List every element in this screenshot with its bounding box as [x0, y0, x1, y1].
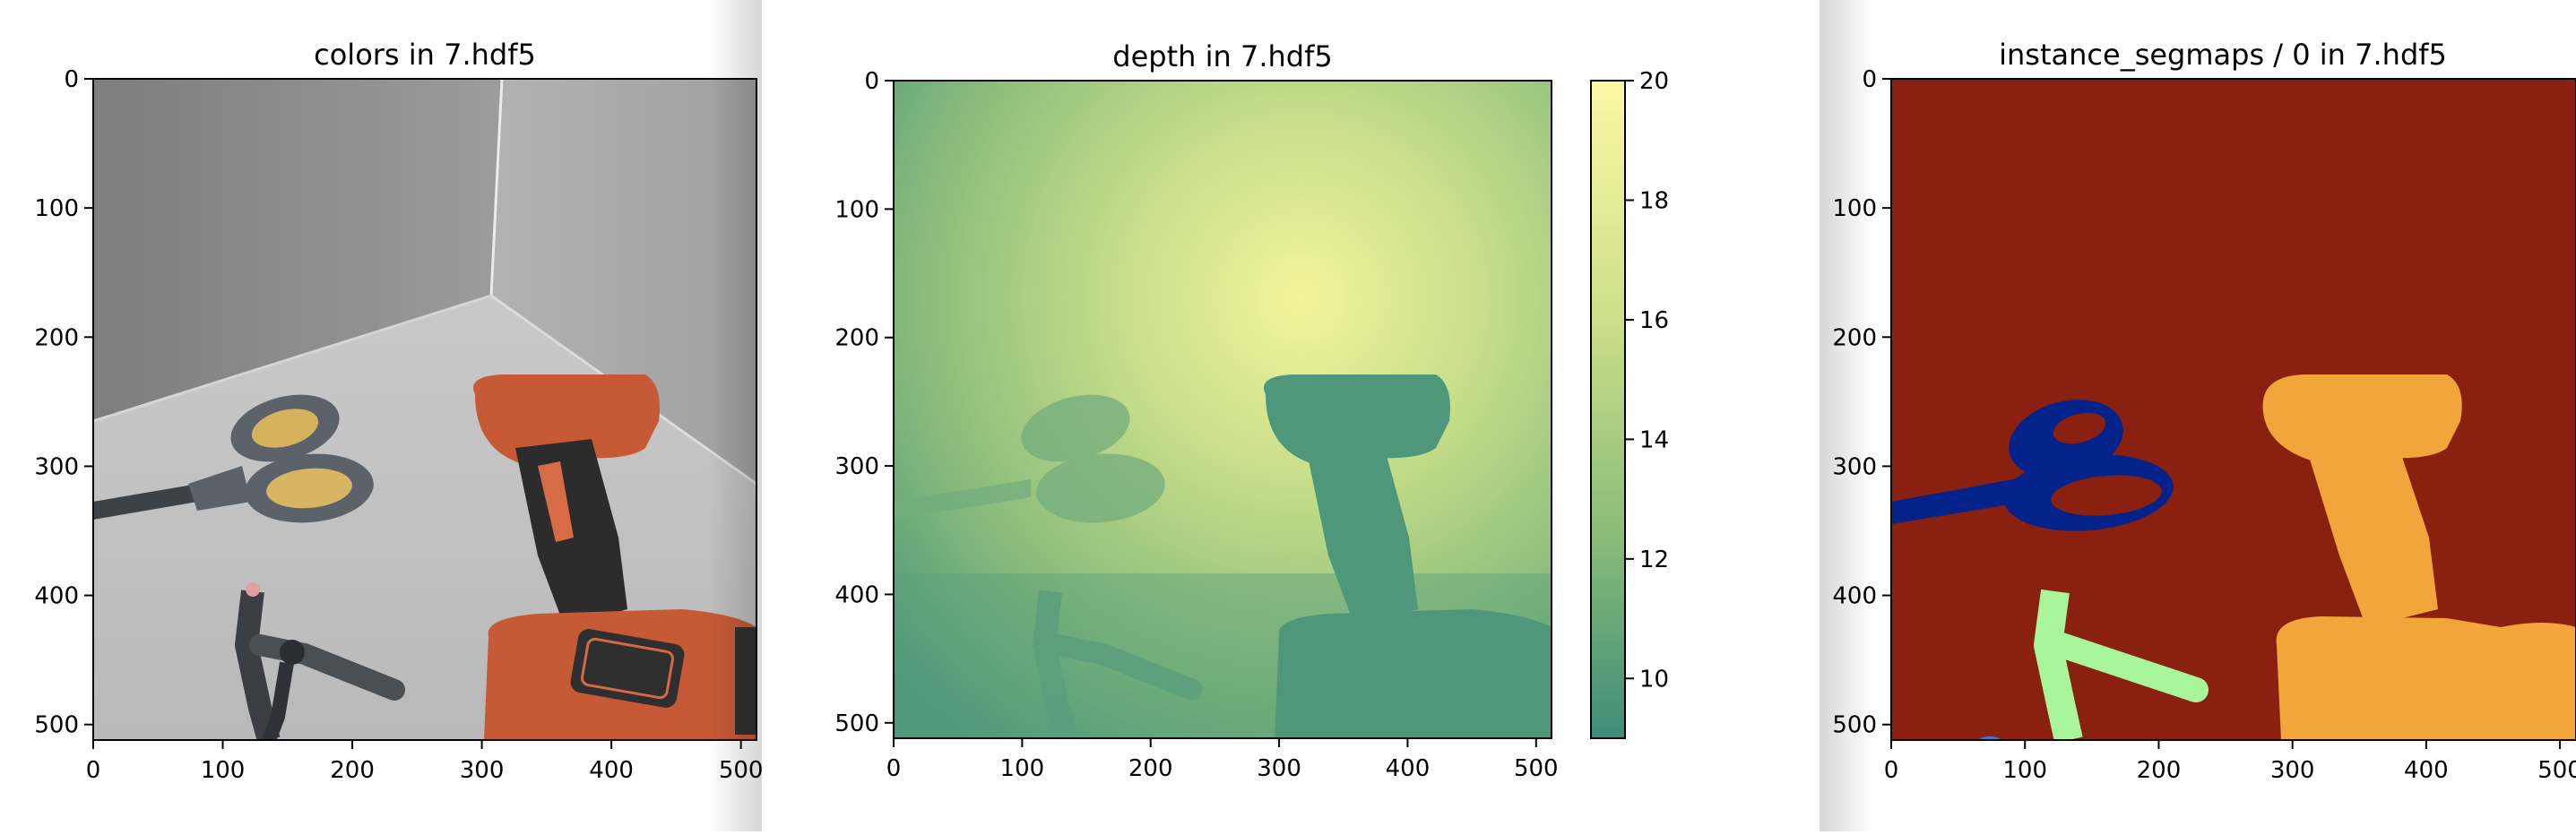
- colors-ticks: 0 100 200 300 400 500 0 100 200 300 400 500: [34, 66, 763, 784]
- drill-photo: [473, 374, 756, 740]
- segmap-ytick-label: 300: [1832, 453, 1877, 480]
- segmap-chart: instance_segmaps / 0 in 7.hdf5 0 100 200 30…: [1832, 38, 2576, 784]
- segmap-xtick-label: 100: [2002, 757, 2047, 784]
- depth-colorbar-ticks: 10 12 14 16 18 20: [1625, 68, 1669, 693]
- segmap-ytick-label: 400: [1832, 583, 1877, 610]
- depth-panel: depth in 7.hdf5 0 100 200 300 400 500 0 100 200 3…: [762, 0, 1820, 831]
- colors-ytick-label: 300: [34, 453, 79, 480]
- colors-image: [93, 79, 756, 740]
- colors-xtick-label: 0: [86, 757, 101, 784]
- colors-xtick-label: 400: [589, 757, 634, 784]
- segment-drill: [2262, 374, 2576, 740]
- depth-drill-shape: [1264, 374, 1552, 738]
- colors-axes-frame: [92, 78, 757, 741]
- depth-xtick-label: 200: [1128, 755, 1173, 782]
- colors-xtick-label: 200: [330, 757, 375, 784]
- segmap-axes-frame: [1890, 78, 2576, 741]
- segmap-xtick-label: 500: [2537, 757, 2576, 784]
- depth-ytick-label: 100: [834, 196, 879, 223]
- depth-image: [894, 81, 1552, 738]
- depth-xtick-label: 300: [1257, 755, 1301, 782]
- segmap-ticks: 0 100 200 300 400 500 0 100 200 300 400 500: [1832, 66, 2576, 784]
- colors-panel: colors in 7.hdf5 0 100 200 300 400 500 0 100 200…: [0, 0, 763, 831]
- window-edge-shadow-right: [1820, 0, 1873, 831]
- colorbar-tick-label: 12: [1639, 547, 1669, 573]
- depth-title: depth in 7.hdf5: [1112, 39, 1332, 73]
- colors-ytick-label: 500: [34, 712, 79, 739]
- depth-ytick-label: 400: [834, 581, 879, 608]
- scissors-photo: [93, 394, 374, 523]
- colors-ytick-label: 400: [34, 583, 79, 610]
- colors-ytick-label: 0: [64, 66, 79, 93]
- colors-ytick-label: 100: [34, 195, 79, 222]
- segmap-ytick-label: 0: [1862, 66, 1877, 93]
- colorbar-tick-label: 16: [1639, 307, 1669, 334]
- colors-xtick-label: 500: [719, 757, 762, 784]
- depth-chart: depth in 7.hdf5 0 100 200 300 400 500 0 100 200 3…: [834, 39, 1669, 782]
- segment-scissors-holes: [2051, 412, 2162, 516]
- colorbar-tick-label: 14: [1639, 426, 1669, 453]
- depth-axes-frame: [893, 80, 1552, 739]
- depth-ytick-label: 200: [834, 325, 879, 352]
- segmap-xtick-label: 200: [2137, 757, 2182, 784]
- colors-xtick-label: 300: [460, 757, 505, 784]
- window-edge-shadow-left: [708, 0, 762, 831]
- depth-xtick-label: 400: [1386, 755, 1431, 782]
- depth-xtick-label: 0: [886, 755, 902, 782]
- segment-corner-object: [1977, 736, 2002, 740]
- segmap-ytick-label: 500: [1832, 712, 1877, 739]
- clamp-photo: [235, 582, 405, 740]
- depth-ytick-label: 300: [834, 453, 879, 480]
- colors-title: colors in 7.hdf5: [314, 38, 536, 72]
- depth-ytick-label: 500: [834, 710, 879, 737]
- depth-colorbar: [1590, 80, 1626, 739]
- depth-ytick-label: 0: [864, 68, 879, 95]
- segmap-xtick-label: 300: [2270, 757, 2315, 784]
- colors-chart: colors in 7.hdf5 0 100 200 300 400 500 0 100 200…: [34, 38, 763, 784]
- segmap-xtick-label: 0: [1884, 757, 1899, 784]
- depth-xtick-label: 100: [1000, 755, 1045, 782]
- depth-xtick-label: 500: [1514, 755, 1559, 782]
- segmap-xtick-label: 400: [2404, 757, 2449, 784]
- depth-ticks: 0 100 200 300 400 500 0 100 200 300 400 500: [834, 68, 1558, 782]
- segmap-ytick-label: 100: [1832, 195, 1877, 222]
- segment-clamp: [2034, 589, 2209, 740]
- segmap-image: [1891, 79, 2576, 740]
- colorbar-tick-label: 18: [1639, 187, 1669, 214]
- segmap-panel: instance_segmaps / 0 in 7.hdf5 0 100 200 30…: [1820, 0, 2576, 831]
- depth-clamp-shape: [1032, 590, 1203, 738]
- colors-xtick-label: 100: [201, 757, 246, 784]
- colors-ytick-label: 200: [34, 324, 79, 351]
- segmap-title: instance_segmaps / 0 in 7.hdf5: [1999, 38, 2447, 72]
- colorbar-tick-label: 20: [1639, 68, 1669, 95]
- segmap-ytick-label: 200: [1832, 324, 1877, 351]
- depth-scissors-shape: [894, 394, 1165, 523]
- colorbar-tick-label: 10: [1639, 666, 1669, 693]
